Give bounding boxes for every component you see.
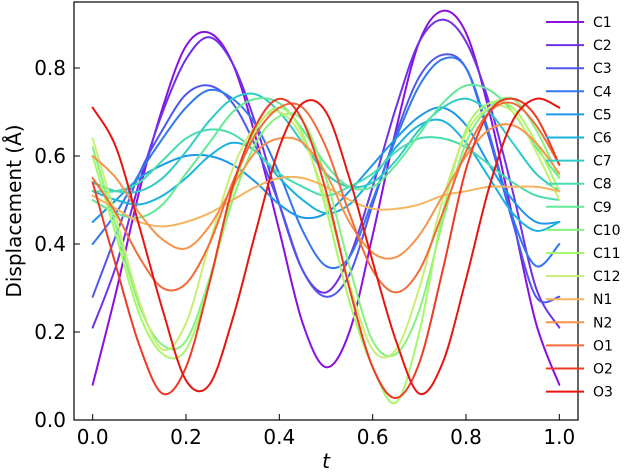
series-line-c8 [91,128,561,201]
legend-label-c4: C4 [593,84,612,100]
y-axis-ticks: 0.0 0.2 0.4 0.6 0.8 [34,56,80,432]
legend-label-c10: C10 [593,223,621,239]
legend-label-c9: C9 [593,200,612,216]
legend: C1 C2 C3 C4 C5 C6 C7 C8 C9 C10 C11 C12 N1 N2 O1 O2 O3 [546,15,621,401]
legend-label-n1: N1 [593,292,612,308]
series-line-c6 [91,118,561,232]
x-tick-label: 0.8 [450,425,482,449]
series-line-c11 [91,100,561,405]
legend-label-o2: O2 [593,362,613,378]
legend-label-c7: C7 [593,154,612,170]
series-line-c2 [91,18,561,329]
series-line-n2 [91,123,561,260]
x-tick-label: 1.0 [543,425,575,449]
legend-label-c11: C11 [593,246,621,262]
legend-label-o3: O3 [593,385,613,401]
series-line-c4 [91,56,561,270]
y-tick-label: 0.0 [34,408,66,432]
legend-label-c3: C3 [593,61,612,77]
x-tick-label: 0.6 [357,425,389,449]
legend-label-c6: C6 [593,131,612,147]
x-tick-label: 0.2 [170,425,202,449]
x-axis-ticks: 0.0 0.2 0.4 0.6 0.8 1.0 [77,414,575,449]
x-axis-label: t [322,449,331,472]
series-line-c9 [91,83,561,219]
series-line-n1 [91,175,561,228]
y-axis-label: Displacement (Å) [2,124,26,297]
legend-label-n2: N2 [593,315,612,331]
y-tick-label: 0.2 [34,320,66,344]
y-tick-label: 0.6 [34,144,66,168]
series-line-o1 [91,101,561,294]
x-tick-label: 0.4 [263,425,295,449]
series-line-c12 [91,104,561,359]
legend-label-c1: C1 [593,15,612,31]
series-lines [91,9,561,405]
x-tick-label: 0.0 [77,425,109,449]
series-line-c10 [91,96,561,358]
legend-label-c8: C8 [593,177,612,193]
legend-label-o1: O1 [593,338,613,354]
legend-label-c12: C12 [593,269,621,285]
y-tick-label: 0.8 [34,56,66,80]
legend-label-c5: C5 [593,107,612,123]
legend-label-c2: C2 [593,38,612,54]
series-line-o3 [91,97,561,396]
series-line-o2 [91,97,561,399]
y-tick-label: 0.4 [34,232,66,256]
